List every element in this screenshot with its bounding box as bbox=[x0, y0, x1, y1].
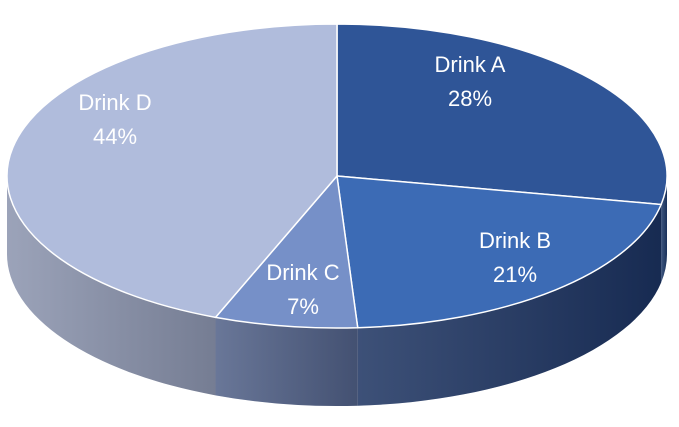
value-label-drink-c: 7% bbox=[287, 294, 319, 319]
label-drink-a: Drink A bbox=[435, 52, 506, 77]
slice-drink-a bbox=[336, 23, 668, 206]
side-shade-drink-d bbox=[7, 176, 216, 396]
slice-drink-d bbox=[6, 23, 338, 319]
slice-drink-b bbox=[336, 175, 662, 329]
pie-labels: Drink A 28% Drink B 21% Drink C 7% Drink D 44% bbox=[78, 52, 551, 319]
slice-drink-c bbox=[214, 175, 359, 329]
side-shade-drink-c bbox=[215, 317, 358, 406]
label-drink-d: Drink D bbox=[78, 90, 151, 115]
side-shade-drink-b bbox=[357, 204, 662, 406]
pie-side-walls bbox=[7, 176, 667, 406]
label-drink-c: Drink C bbox=[266, 260, 339, 285]
value-label-drink-d: 44% bbox=[93, 124, 137, 149]
label-drink-b: Drink B bbox=[479, 228, 551, 253]
value-label-drink-a: 28% bbox=[448, 86, 492, 111]
pie-top-slices bbox=[6, 23, 668, 329]
value-label-drink-b: 21% bbox=[493, 262, 537, 287]
